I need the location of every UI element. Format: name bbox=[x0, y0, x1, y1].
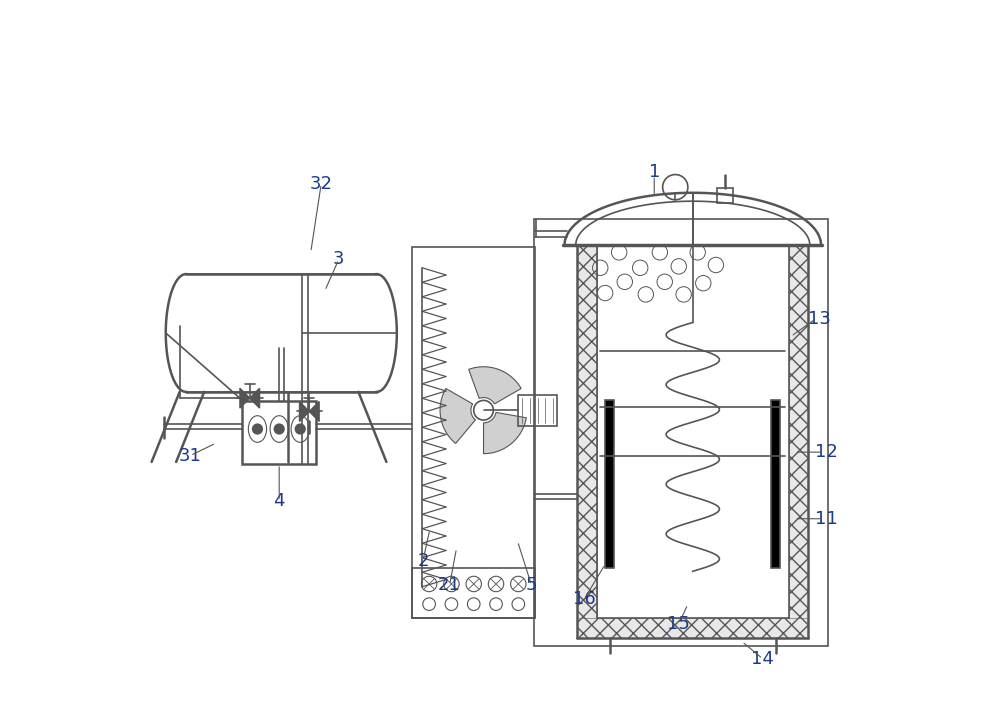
Polygon shape bbox=[250, 388, 260, 408]
Polygon shape bbox=[469, 367, 521, 404]
Polygon shape bbox=[309, 402, 319, 421]
Text: 3: 3 bbox=[333, 250, 345, 268]
Polygon shape bbox=[300, 402, 309, 421]
Text: 1: 1 bbox=[649, 163, 660, 181]
Bar bbox=[771, 400, 780, 568]
Text: 14: 14 bbox=[751, 650, 774, 668]
Text: 16: 16 bbox=[573, 590, 595, 608]
Bar bbox=[717, 188, 733, 203]
Circle shape bbox=[252, 423, 263, 435]
Text: 12: 12 bbox=[815, 443, 837, 461]
Circle shape bbox=[274, 423, 285, 435]
Text: 4: 4 bbox=[273, 492, 285, 510]
Text: 5: 5 bbox=[526, 576, 537, 594]
Text: 31: 31 bbox=[179, 447, 202, 465]
Polygon shape bbox=[484, 412, 526, 454]
Bar bbox=[605, 400, 614, 568]
Text: 13: 13 bbox=[808, 310, 830, 328]
Text: 32: 32 bbox=[310, 175, 333, 193]
Circle shape bbox=[474, 400, 493, 420]
Text: 15: 15 bbox=[667, 615, 690, 633]
Bar bbox=[789, 245, 808, 638]
Polygon shape bbox=[440, 388, 475, 444]
Text: 21: 21 bbox=[438, 576, 461, 594]
Text: 2: 2 bbox=[417, 552, 429, 570]
Bar bbox=[577, 245, 597, 638]
Bar bbox=[412, 568, 535, 618]
Bar bbox=[577, 618, 808, 638]
Bar bbox=[412, 247, 535, 618]
Text: 11: 11 bbox=[815, 510, 837, 528]
Polygon shape bbox=[240, 388, 250, 408]
Bar bbox=[534, 219, 828, 646]
Bar bbox=[242, 401, 316, 464]
Bar bbox=[518, 395, 557, 426]
Circle shape bbox=[295, 423, 306, 435]
